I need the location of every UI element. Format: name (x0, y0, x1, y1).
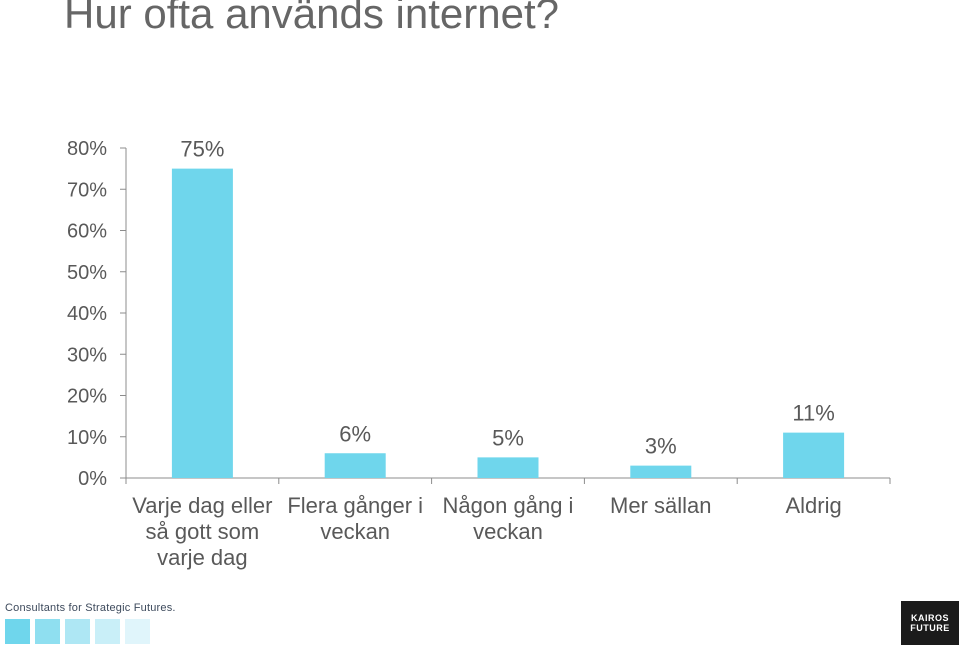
swatch-5 (125, 619, 150, 644)
category-label-line: Aldrig (785, 493, 842, 518)
data-label: 3% (645, 434, 677, 459)
y-tick-label: 10% (67, 427, 107, 449)
chart-bars (171, 168, 845, 478)
chart-data-labels: 75% 6% 5% 3% 11% (180, 137, 834, 459)
kairos-future-logo: KAIROS FUTURE (901, 601, 959, 645)
category-label-line: Varje dag eller (132, 493, 273, 518)
footer-tagline: Consultants for Strategic Futures. (5, 602, 176, 614)
category-label: Varje dag eller så gott som varje dag (127, 493, 277, 571)
category-label: Någon gång i veckan (433, 493, 583, 545)
category-label-line: Flera gånger i (287, 493, 424, 518)
y-tick-label: 0% (78, 468, 107, 490)
bar (171, 168, 233, 478)
logo-line-1: KAIROS (910, 613, 949, 623)
swatch-1 (5, 619, 30, 644)
bar (783, 432, 845, 478)
category-label-line: varje dag (157, 545, 248, 570)
bar (630, 465, 692, 478)
y-tick-label: 30% (67, 344, 107, 366)
swatch-2 (35, 619, 60, 644)
y-tick-label: 80% (67, 138, 107, 160)
category-label: Flera gånger i veckan (280, 493, 430, 545)
y-tick-label: 50% (67, 262, 107, 284)
chart-title: Hur ofta används internet? (64, 0, 559, 37)
category-label: Mer sällan (586, 493, 736, 519)
bar (324, 453, 386, 478)
y-tick-label: 70% (67, 179, 107, 201)
category-label-line: Mer sällan (610, 493, 712, 518)
logo-line-2: FUTURE (910, 623, 950, 633)
swatch-4 (95, 619, 120, 644)
color-swatches (5, 619, 150, 644)
data-label: 6% (339, 421, 371, 446)
swatch-3 (65, 619, 90, 644)
category-label-line: så gott som (145, 519, 260, 544)
y-tick-label: 40% (67, 303, 107, 325)
category-label-line: Någon gång i (442, 493, 574, 518)
category-label: Aldrig (739, 493, 889, 519)
y-tick-label: 60% (67, 221, 107, 243)
y-tick-label: 20% (67, 386, 107, 408)
data-label: 11% (792, 401, 834, 426)
bar (477, 457, 539, 478)
data-label: 75% (180, 137, 224, 162)
bar-chart: 0% 10% 20% 30% 40% 50% 60% 70% 80% 75% 6% 5% 3% 11% (67, 137, 891, 490)
category-label-line: veckan (320, 519, 391, 544)
category-label-line: veckan (473, 519, 543, 544)
data-label: 5% (492, 425, 524, 450)
